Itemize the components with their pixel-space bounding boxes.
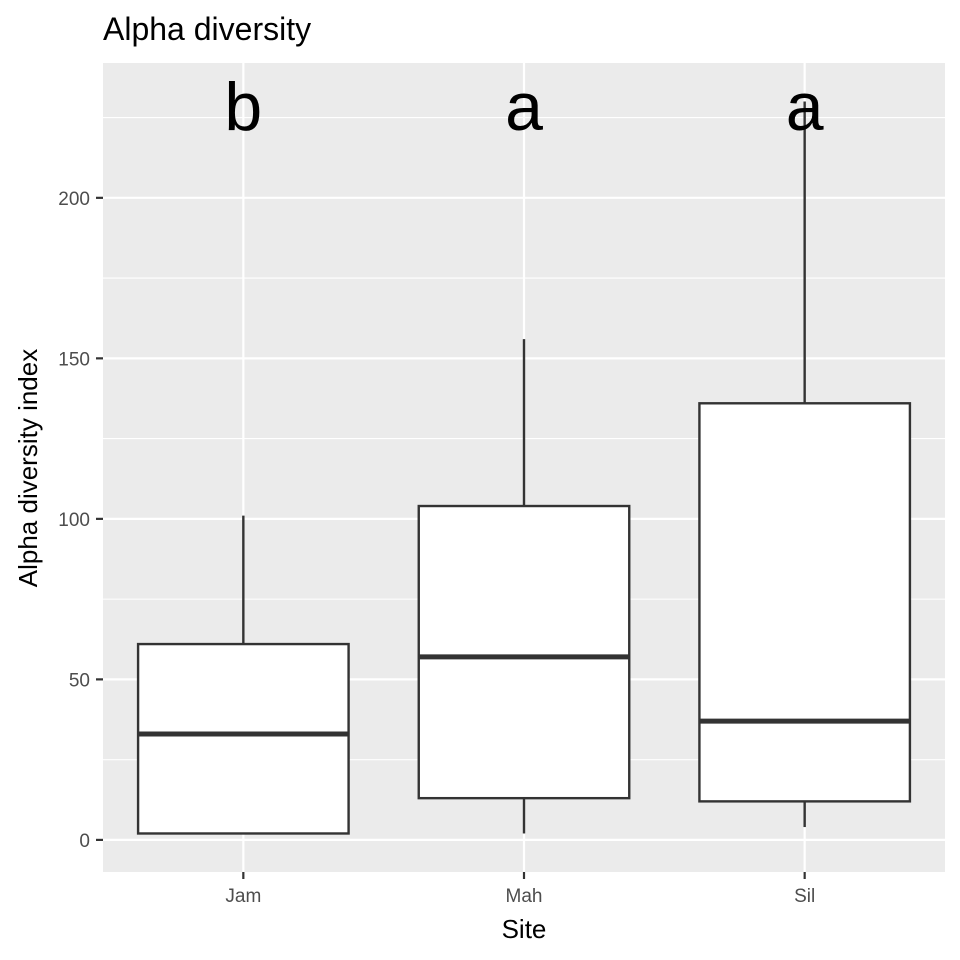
box-iqr	[417, 504, 631, 800]
group-letter: a	[505, 69, 543, 145]
y-axis: 0 50 100 150 200	[58, 189, 103, 852]
x-tick-label: Jam	[225, 886, 261, 907]
x-axis: Jam Mah Sil	[225, 872, 815, 907]
y-axis-title: Alpha diversity index	[13, 349, 43, 587]
y-tick-label: 200	[58, 189, 90, 210]
box-iqr	[136, 642, 350, 835]
box-jam	[136, 515, 350, 835]
x-axis-title: Site	[502, 914, 547, 944]
box-mah	[417, 339, 631, 834]
y-tick-label: 50	[69, 670, 90, 691]
y-tick-label: 0	[79, 831, 90, 852]
y-tick-label: 100	[58, 510, 90, 531]
group-letter: b	[224, 69, 262, 145]
y-tick-label: 150	[58, 349, 90, 370]
box-sil	[698, 101, 912, 828]
box-iqr	[698, 402, 912, 803]
boxes-layer	[136, 101, 912, 835]
chart-title: Alpha diversity	[103, 11, 311, 47]
x-tick-label: Sil	[794, 886, 815, 907]
group-letter: a	[786, 69, 824, 145]
x-tick-label: Mah	[506, 886, 543, 907]
